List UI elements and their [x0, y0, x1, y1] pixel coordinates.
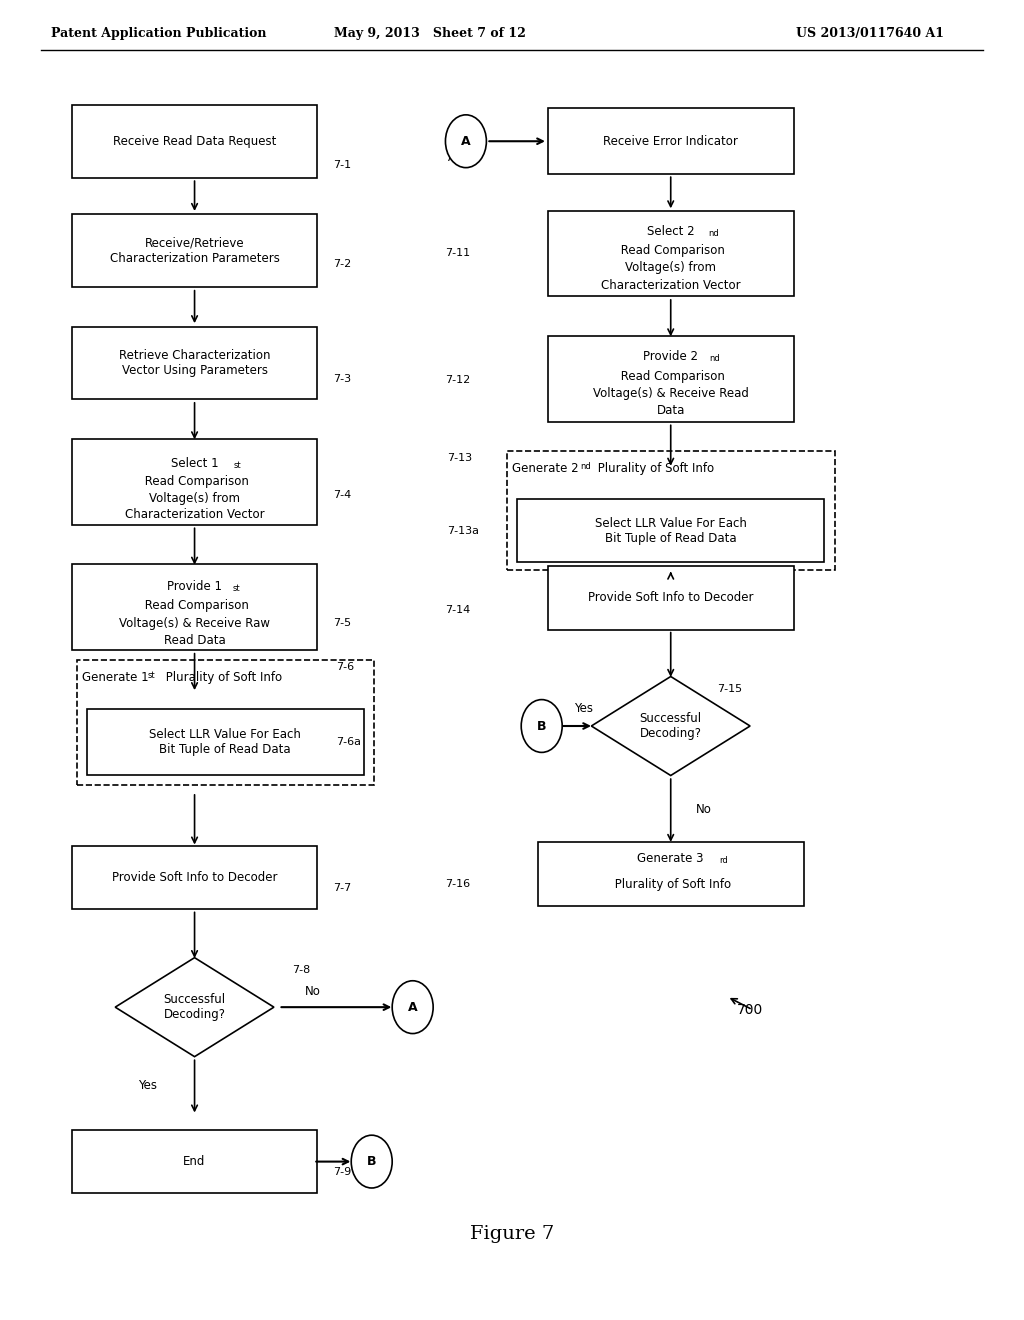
Text: Yes: Yes: [138, 1078, 158, 1092]
Text: Characterization Vector: Characterization Vector: [125, 508, 264, 521]
Text: nd: nd: [581, 462, 591, 471]
Text: End: End: [183, 1155, 206, 1168]
Text: May 9, 2013   Sheet 7 of 12: May 9, 2013 Sheet 7 of 12: [334, 26, 526, 40]
Text: Data: Data: [656, 404, 685, 417]
Text: Successful
Decoding?: Successful Decoding?: [640, 711, 701, 741]
Text: Receive Error Indicator: Receive Error Indicator: [603, 135, 738, 148]
Text: Read Comparison: Read Comparison: [616, 370, 725, 383]
FancyBboxPatch shape: [548, 108, 794, 174]
Text: Successful
Decoding?: Successful Decoding?: [164, 993, 225, 1022]
Text: Voltage(s) from: Voltage(s) from: [626, 261, 716, 275]
Text: nd: nd: [709, 228, 719, 238]
Text: Retrieve Characterization
Vector Using Parameters: Retrieve Characterization Vector Using P…: [119, 348, 270, 378]
Text: A: A: [461, 135, 471, 148]
Circle shape: [445, 115, 486, 168]
Text: 7-14: 7-14: [445, 605, 471, 615]
Text: 7-12: 7-12: [445, 375, 471, 385]
Text: rd: rd: [719, 855, 728, 865]
Text: 7-4: 7-4: [333, 490, 351, 500]
Text: 7-2: 7-2: [333, 259, 351, 269]
Text: Read Data: Read Data: [164, 634, 225, 647]
Text: B: B: [537, 719, 547, 733]
Text: 700: 700: [737, 1003, 764, 1016]
Circle shape: [351, 1135, 392, 1188]
Text: Provide 2: Provide 2: [643, 350, 698, 363]
Text: Read Comparison: Read Comparison: [616, 244, 725, 257]
Text: 7-9: 7-9: [333, 1167, 351, 1177]
Text: No: No: [304, 985, 321, 998]
FancyBboxPatch shape: [77, 660, 374, 785]
Text: Voltage(s) & Receive Read: Voltage(s) & Receive Read: [593, 387, 749, 400]
Circle shape: [521, 700, 562, 752]
Text: B: B: [367, 1155, 377, 1168]
Text: 7-13a: 7-13a: [447, 525, 479, 536]
Text: Select 1: Select 1: [171, 457, 218, 470]
Text: st: st: [147, 671, 155, 680]
FancyBboxPatch shape: [87, 709, 364, 775]
FancyBboxPatch shape: [72, 1130, 317, 1193]
Text: Receive/Retrieve
Characterization Parameters: Receive/Retrieve Characterization Parame…: [110, 236, 280, 265]
FancyBboxPatch shape: [548, 566, 794, 630]
Text: Characterization Vector: Characterization Vector: [601, 279, 740, 292]
Text: Plurality of Soft Info: Plurality of Soft Info: [610, 878, 731, 891]
Text: 7-3: 7-3: [333, 374, 351, 384]
Text: 7-11: 7-11: [445, 248, 471, 259]
Text: US 2013/0117640 A1: US 2013/0117640 A1: [797, 26, 944, 40]
Text: 7-16: 7-16: [445, 879, 471, 890]
Text: A: A: [408, 1001, 418, 1014]
FancyBboxPatch shape: [72, 565, 317, 649]
Text: 7-10: 7-10: [445, 153, 471, 164]
Text: Generate 1: Generate 1: [82, 671, 148, 684]
Text: 7-1: 7-1: [333, 160, 351, 170]
Text: 7-8: 7-8: [292, 965, 310, 975]
Text: st: st: [232, 583, 240, 593]
Text: Voltage(s) from: Voltage(s) from: [150, 492, 240, 506]
Text: No: No: [696, 803, 713, 816]
Text: 7-15: 7-15: [717, 684, 742, 694]
Circle shape: [392, 981, 433, 1034]
Text: Provide Soft Info to Decoder: Provide Soft Info to Decoder: [588, 591, 754, 605]
Text: Voltage(s) & Receive Raw: Voltage(s) & Receive Raw: [119, 616, 270, 630]
Text: Read Comparison: Read Comparison: [140, 475, 249, 488]
Text: 7-13: 7-13: [447, 453, 473, 463]
Polygon shape: [115, 958, 274, 1056]
Text: st: st: [233, 461, 241, 470]
FancyBboxPatch shape: [72, 104, 317, 177]
Text: Read Comparison: Read Comparison: [140, 599, 249, 612]
Text: Receive Read Data Request: Receive Read Data Request: [113, 135, 276, 148]
Text: Provide 1: Provide 1: [167, 579, 222, 593]
FancyBboxPatch shape: [72, 438, 317, 524]
FancyBboxPatch shape: [507, 451, 835, 570]
Text: 7-5: 7-5: [333, 618, 351, 628]
Text: Generate 3: Generate 3: [638, 851, 703, 865]
FancyBboxPatch shape: [538, 842, 804, 906]
Text: Plurality of Soft Info: Plurality of Soft Info: [162, 671, 282, 684]
Text: Generate 2: Generate 2: [512, 462, 579, 475]
Text: Figure 7: Figure 7: [470, 1225, 554, 1243]
Text: Select LLR Value For Each
Bit Tuple of Read Data: Select LLR Value For Each Bit Tuple of R…: [150, 727, 301, 756]
Text: Select LLR Value For Each
Bit Tuple of Read Data: Select LLR Value For Each Bit Tuple of R…: [595, 516, 746, 545]
Text: Yes: Yes: [574, 702, 593, 715]
Text: Provide Soft Info to Decoder: Provide Soft Info to Decoder: [112, 871, 278, 884]
FancyBboxPatch shape: [517, 499, 824, 562]
Text: Plurality of Soft Info: Plurality of Soft Info: [594, 462, 714, 475]
FancyBboxPatch shape: [72, 846, 317, 909]
Text: Patent Application Publication: Patent Application Publication: [51, 26, 266, 40]
Text: 7-6: 7-6: [336, 661, 354, 672]
FancyBboxPatch shape: [72, 214, 317, 286]
FancyBboxPatch shape: [548, 210, 794, 296]
Text: nd: nd: [710, 354, 720, 363]
Polygon shape: [592, 676, 750, 776]
Text: 7-7: 7-7: [333, 883, 351, 894]
Text: 7-6a: 7-6a: [336, 737, 360, 747]
FancyBboxPatch shape: [548, 335, 794, 422]
Text: Select 2: Select 2: [647, 224, 694, 238]
FancyBboxPatch shape: [72, 326, 317, 399]
